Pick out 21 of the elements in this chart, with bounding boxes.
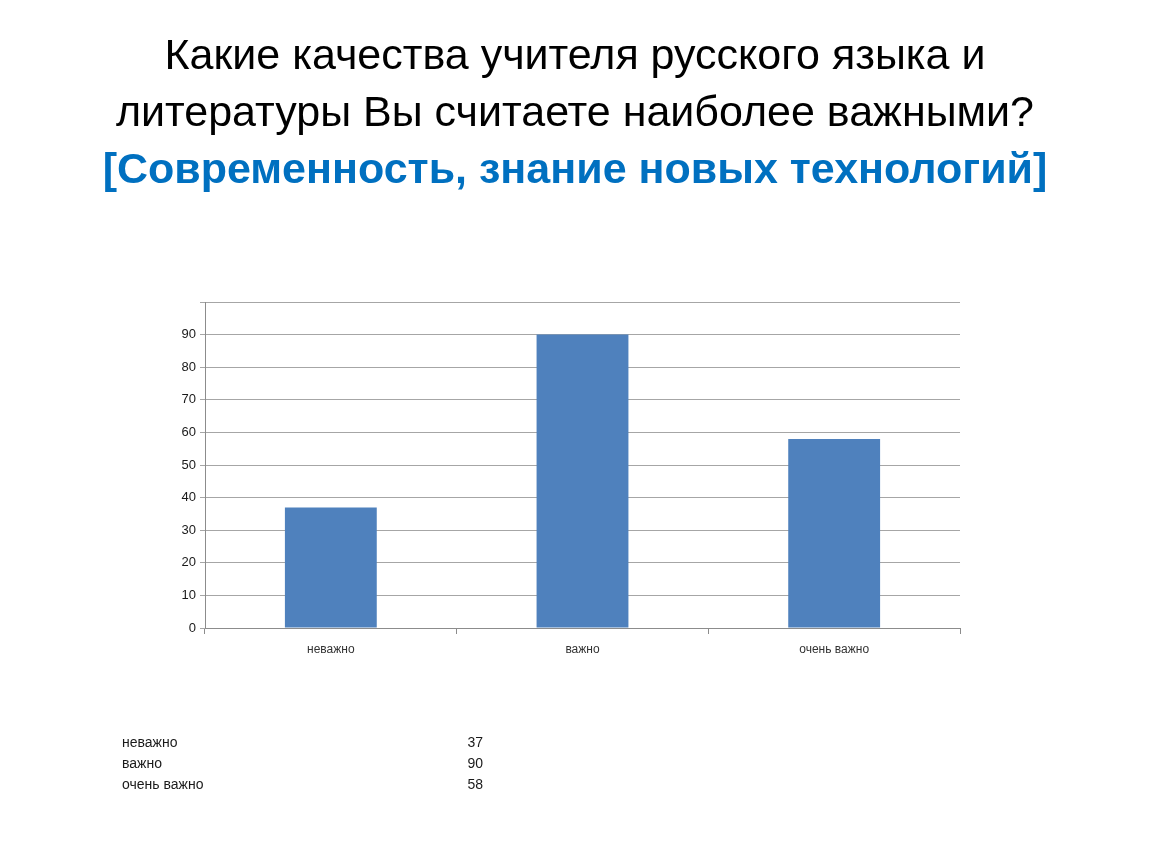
text: 58 — [467, 775, 484, 792]
category-label: важно — [122, 754, 162, 771]
y-tick-label: 10 — [181, 586, 196, 602]
category-label: неважно — [122, 733, 178, 750]
x-tick-label: неважно — [307, 641, 355, 656]
text: 90 — [467, 754, 484, 771]
y-tick-label: 20 — [181, 554, 196, 570]
y-tick-label: 70 — [181, 391, 196, 407]
y-tick-label: 40 — [181, 489, 196, 505]
y-tick-label: 0 — [188, 619, 196, 635]
y-tick-label: 50 — [181, 456, 196, 472]
chart-title: Какие качества учителя русского языка и литературы Вы считаете наиболее важными? — [114, 29, 1036, 137]
text: 37 — [467, 733, 484, 750]
category-label: очень важно — [122, 775, 204, 792]
y-tick-label: 30 — [181, 521, 196, 537]
x-tick-label: важно — [565, 641, 600, 656]
y-tick-label: 80 — [181, 358, 196, 374]
chart-subtitle: [Современность, знание новых технологий] — [101, 143, 1049, 194]
y-tick-label: 90 — [181, 326, 196, 342]
y-tick-label: 60 — [181, 423, 196, 439]
x-tick-label: очень важно — [799, 641, 870, 656]
